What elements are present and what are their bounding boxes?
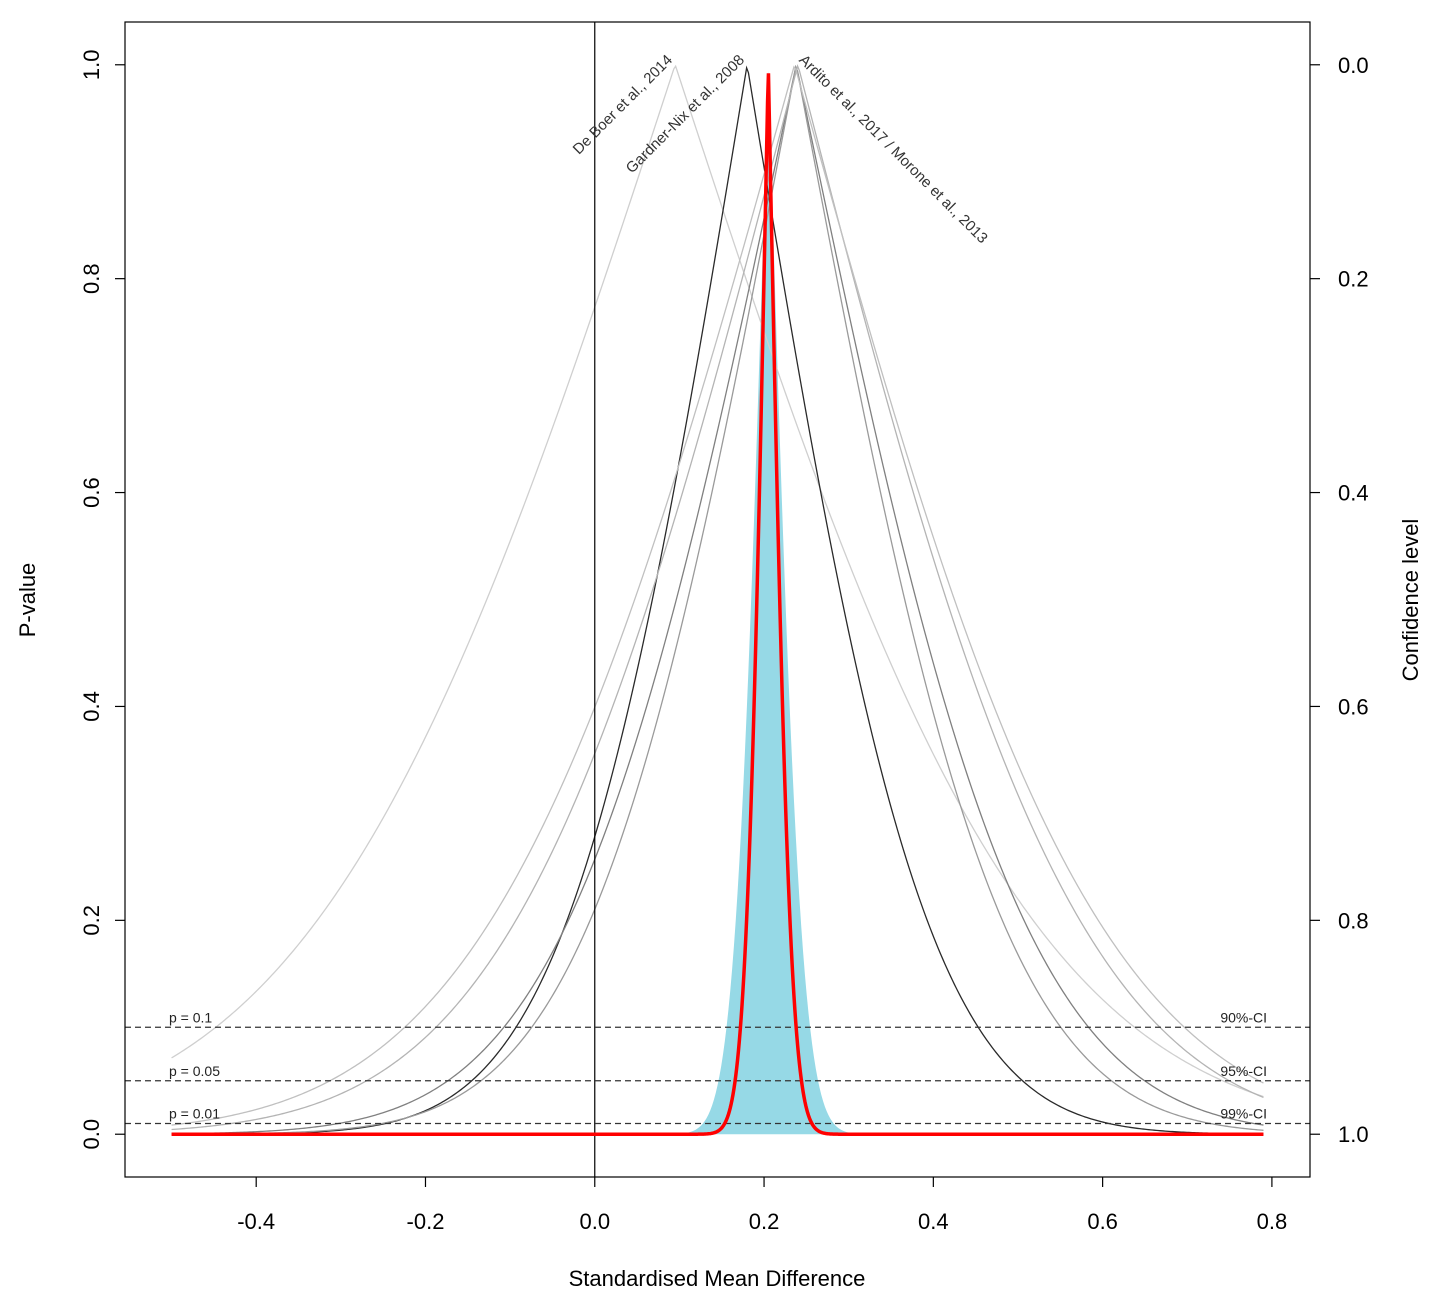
x-tick-label: -0.4 [237,1209,275,1234]
p-threshold-label-2: p = 0.05 [169,1063,220,1079]
x-tick-label: -0.2 [407,1209,445,1234]
x-tick-label: 0.2 [749,1209,780,1234]
y-axis-right: 1.0 0.8 0.6 0.4 0.2 0.0 [1310,53,1369,1147]
study-curve-5 [171,64,1264,1131]
x-tick-label: 0.0 [579,1209,610,1234]
study-curve-4 [171,64,1264,1135]
y-tick-label: 0.0 [79,1119,104,1150]
p-threshold-label-3: p = 0.01 [169,1106,220,1122]
y2-tick-label: 0.0 [1338,53,1369,78]
ci-label-3: 99%-CI [1220,1106,1267,1122]
study-curve-6 [171,65,1264,1126]
ci-label-1: 90%-CI [1220,1009,1267,1025]
p-threshold-label-1: p = 0.1 [169,1009,212,1025]
y2-tick-label: 1.0 [1338,1122,1369,1147]
y-tick-label: 0.2 [79,905,104,936]
ci-label-2: 95%-CI [1220,1063,1267,1079]
prediction-band-area [171,70,1264,1135]
y-tick-label: 0.6 [79,477,104,508]
x-tick-label: 0.4 [918,1209,949,1234]
y-tick-label: 0.4 [79,691,104,722]
x-axis-title: Standardised Mean Difference [569,1266,866,1291]
y-tick-label: 0.8 [79,263,104,294]
y-tick-label: 1.0 [79,49,104,80]
y2-tick-label: 0.8 [1338,908,1369,933]
x-tick-label: 0.6 [1087,1209,1118,1234]
plot-area: p = 0.1 90%-CI p = 0.05 95%-CI p = 0.01 99%-C… [125,22,1310,1177]
y2-tick-label: 0.2 [1338,267,1369,292]
study-curve-2 [171,65,1264,1135]
study-curve-3 [171,64,1264,1135]
y2-tick-label: 0.4 [1338,481,1369,506]
plot-frame [124,21,1311,1178]
study-label-2: Gardner-Nix et al., 2008 [623,52,748,177]
x-tick-label: 0.8 [1257,1209,1288,1234]
y2-axis-title: Confidence level [1398,519,1423,682]
y-axis-title: P-value [15,563,40,638]
y2-tick-label: 0.6 [1338,694,1369,719]
pooled-estimate-curve [171,73,1264,1136]
study-curve-1 [171,64,1264,1098]
x-axis: -0.4 -0.2 0.0 0.2 0.4 0.6 0.8 [237,1177,1287,1234]
y-axis-left: 0.0 0.2 0.4 0.6 0.8 1.0 [79,49,125,1150]
